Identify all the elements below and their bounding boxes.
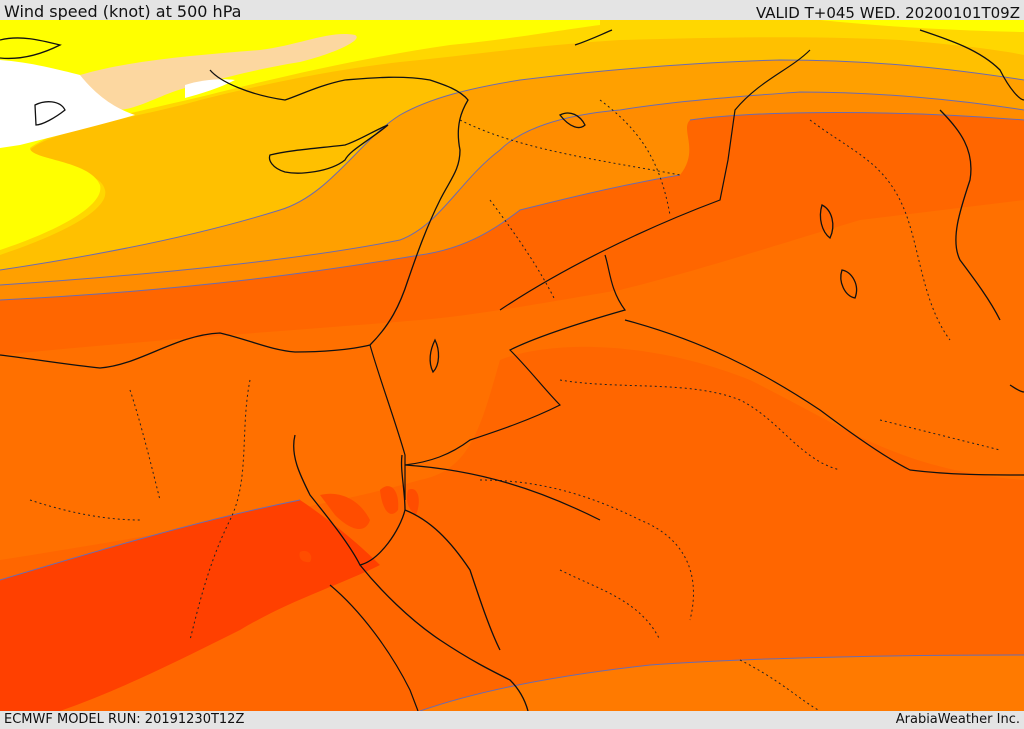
weather-map — [0, 20, 1024, 711]
wind-band-tan — [80, 33, 357, 110]
map-header: Wind speed (knot) at 500 hPa VALID T+045… — [0, 0, 1024, 22]
model-run-label: ECMWF MODEL RUN: 20191230T12Z — [4, 712, 245, 727]
wind-band-white — [0, 60, 135, 148]
wind-band-dark-orange — [0, 200, 1024, 560]
valid-time: VALID T+045 WED. 20200101T09Z — [755, 4, 1020, 22]
map-footer: ECMWF MODEL RUN: 20191230T12Z ArabiaWeat… — [0, 711, 1024, 729]
wind-band-south — [420, 655, 1024, 711]
wind-band-deep-red-orange — [0, 500, 380, 711]
provider-label: ArabiaWeather Inc. — [895, 712, 1020, 727]
map-title: Wind speed (knot) at 500 hPa — [4, 2, 242, 21]
